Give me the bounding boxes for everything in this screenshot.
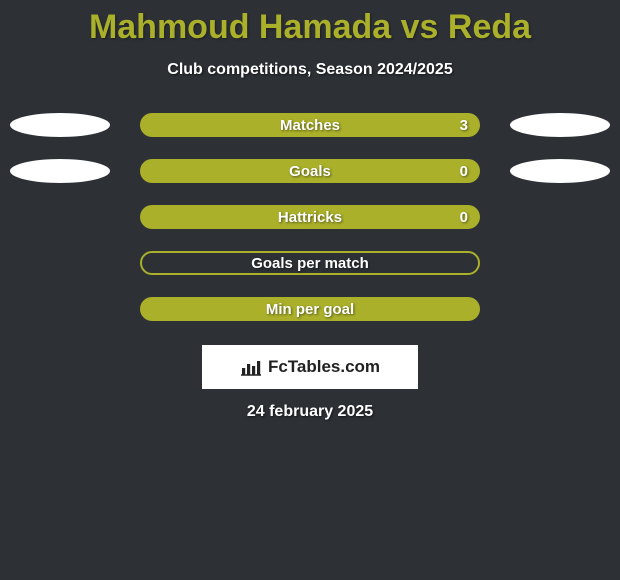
subtitle: Club competitions, Season 2024/2025 (0, 61, 620, 79)
source-badge: FcTables.com (202, 345, 418, 389)
stat-row: Hattricks 0 (0, 205, 620, 229)
stat-pill: Min per goal (140, 297, 480, 321)
player-right-chip (510, 159, 610, 183)
stat-pill: Matches 3 (140, 113, 480, 137)
stat-pill: Goals per match (140, 251, 480, 275)
stat-label: Matches (280, 117, 340, 134)
stat-row: Matches 3 (0, 113, 620, 137)
stat-label: Goals (289, 163, 331, 180)
source-badge-text: FcTables.com (268, 357, 380, 377)
page-title: Mahmoud Hamada vs Reda (0, 0, 620, 47)
player-right-chip (510, 113, 610, 137)
stat-value: 0 (460, 163, 468, 180)
footer-date: 24 february 2025 (0, 403, 620, 421)
player-left-chip (10, 113, 110, 137)
stat-pill: Goals 0 (140, 159, 480, 183)
stat-rows: Matches 3 Goals 0 Hattricks 0 Goals per match M… (0, 113, 620, 321)
player-left-chip (10, 159, 110, 183)
stat-value: 0 (460, 209, 468, 226)
stat-row: Goals per match (0, 251, 620, 275)
stat-label: Min per goal (266, 301, 354, 318)
stat-pill: Hattricks 0 (140, 205, 480, 229)
stat-row: Min per goal (0, 297, 620, 321)
stat-value: 3 (460, 117, 468, 134)
stat-label: Hattricks (278, 209, 342, 226)
stat-label: Goals per match (251, 255, 369, 272)
comparison-card: Mahmoud Hamada vs Reda Club competitions… (0, 0, 620, 580)
stat-row: Goals 0 (0, 159, 620, 183)
bar-chart-icon (240, 358, 262, 376)
